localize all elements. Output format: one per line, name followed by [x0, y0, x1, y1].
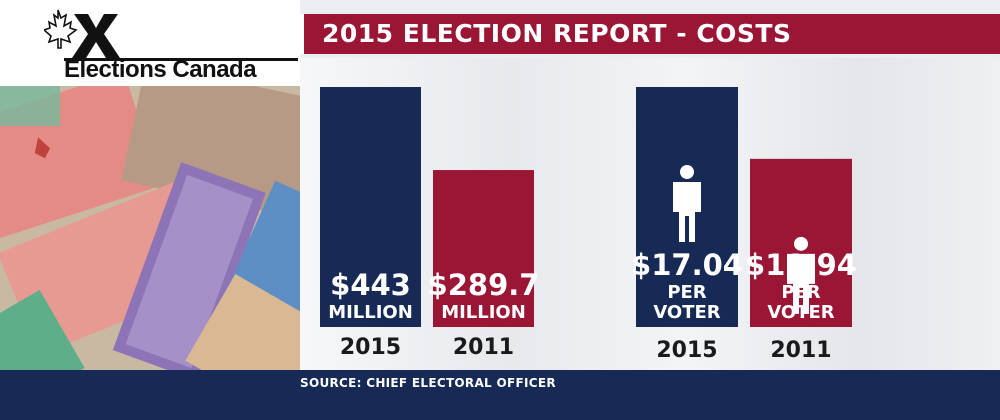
- bar-2015: [320, 87, 421, 327]
- unit-label: VOTER: [653, 302, 720, 323]
- logo-rule: [64, 58, 298, 61]
- footer-bar: [0, 370, 1000, 420]
- category-label: 2011: [453, 335, 514, 360]
- unit-label: MILLION: [328, 302, 413, 323]
- banknotes-photo: [0, 86, 300, 370]
- category-label: 2011: [770, 338, 831, 363]
- maple-leaf-icon: [44, 9, 78, 49]
- source-note: SOURCE: CHIEF ELECTORAL OFFICER: [300, 376, 556, 390]
- category-label: 2015: [340, 335, 401, 360]
- page-title: 2015 ELECTION REPORT - COSTS: [322, 19, 792, 48]
- logo-panel: Elections Canada: [0, 0, 300, 86]
- logo-text: Elections Canada: [64, 56, 257, 83]
- data-label: $11.94: [745, 248, 857, 282]
- data-label: $17.04: [631, 248, 743, 282]
- unit-label: PER: [781, 282, 820, 303]
- category-label: 2015: [656, 338, 717, 363]
- bar-2011: [433, 170, 534, 327]
- data-label: $443: [330, 268, 411, 302]
- unit-label: PER: [667, 282, 706, 303]
- title-bar: 2015 ELECTION REPORT - COSTS: [300, 14, 1000, 54]
- person-icon: [787, 236, 815, 314]
- unit-label: MILLION: [441, 302, 526, 323]
- elections-canada-logo: [44, 9, 120, 58]
- unit-label: VOTER: [767, 302, 834, 323]
- data-label: $289.7: [428, 268, 540, 302]
- person-icon: [673, 165, 701, 242]
